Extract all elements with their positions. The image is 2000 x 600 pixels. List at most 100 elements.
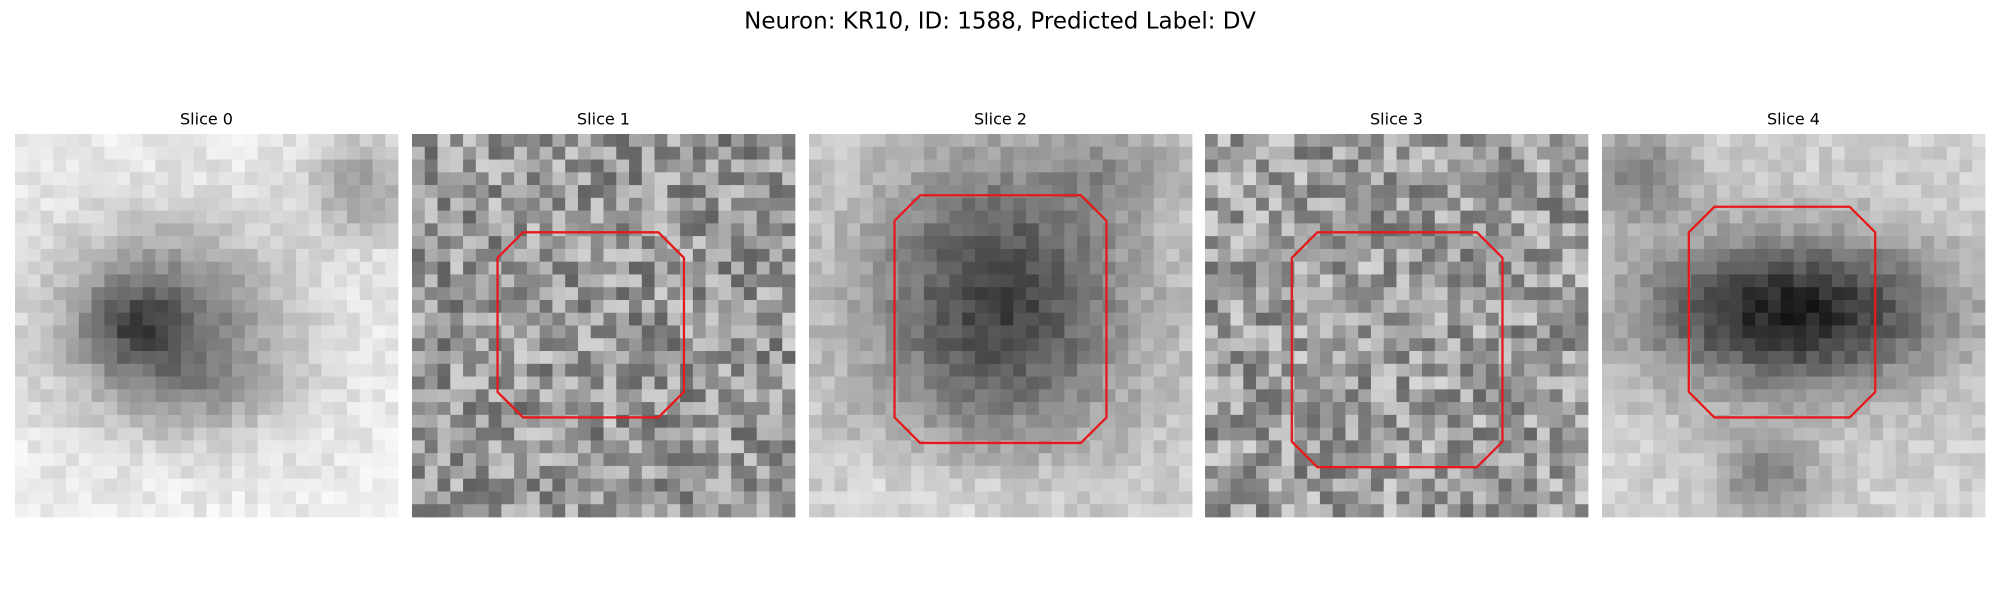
pixel (860, 376, 874, 390)
pixel (346, 185, 361, 199)
pixel (104, 453, 118, 467)
pixel (283, 453, 297, 467)
pixel (1806, 210, 1820, 224)
pixel (1575, 261, 1589, 275)
pixel (1358, 134, 1372, 148)
pixel (1691, 134, 1705, 148)
pixel (66, 440, 80, 454)
pixel (1729, 146, 1743, 160)
pixel (718, 427, 732, 441)
pixel (1140, 325, 1155, 339)
pixel (1627, 146, 1641, 160)
pixel (1882, 248, 1897, 263)
pixel (603, 172, 617, 186)
pixel (1742, 274, 1756, 288)
pixel (1319, 478, 1334, 492)
pixel (1972, 299, 1986, 314)
pixel (1268, 414, 1282, 429)
pixel (1422, 287, 1436, 301)
pixel (40, 465, 54, 480)
pixel (1933, 287, 1948, 301)
pixel (1013, 197, 1027, 211)
pixel (769, 465, 783, 480)
pixel (412, 338, 426, 352)
pixel (1767, 338, 1782, 352)
pixel (180, 159, 195, 173)
pixel (232, 210, 246, 224)
pixel (1844, 248, 1858, 263)
pixel (1307, 504, 1321, 518)
figure-title: Neuron: KR10, ID: 1588, Predicted Label:… (744, 9, 1256, 35)
pixel (629, 338, 643, 352)
pixel (1434, 185, 1448, 199)
pixel (949, 504, 963, 518)
pixel (155, 465, 169, 480)
pixel (1217, 453, 1231, 467)
pixel (1511, 453, 1525, 467)
pixel (1933, 402, 1948, 416)
pixel (104, 440, 118, 454)
pixel (526, 299, 541, 314)
pixel (27, 504, 41, 518)
pixel (539, 491, 553, 505)
pixel (1026, 312, 1040, 326)
pixel (1051, 338, 1065, 352)
pixel (577, 491, 592, 505)
pixel (412, 427, 426, 441)
pixel (244, 134, 258, 148)
pixel (1281, 146, 1295, 160)
pixel (847, 402, 861, 416)
pixel (731, 146, 745, 160)
pixel (104, 236, 118, 250)
pixel (590, 504, 604, 518)
pixel (1422, 478, 1436, 492)
pixel (424, 312, 438, 326)
pixel (206, 338, 220, 352)
pixel (1485, 261, 1500, 275)
pixel (27, 287, 41, 301)
pixel (1179, 351, 1193, 365)
pixel (705, 389, 719, 403)
pixel (1396, 312, 1410, 326)
pixel (769, 402, 783, 416)
pixel (385, 351, 399, 365)
pixel (437, 197, 451, 211)
pixel (1716, 376, 1731, 390)
pixel (206, 248, 220, 263)
pixel (180, 491, 195, 505)
pixel (1857, 389, 1871, 403)
pixel (91, 402, 105, 416)
pixel (1819, 159, 1833, 173)
pixel (1230, 134, 1244, 148)
pixel (860, 197, 874, 211)
pixel (1307, 172, 1321, 186)
pixel (1051, 402, 1065, 416)
pixel (603, 363, 617, 377)
pixel (219, 159, 233, 173)
pixel (898, 465, 912, 480)
pixel (526, 478, 541, 492)
pixel (1755, 312, 1769, 326)
pixel (270, 312, 284, 326)
pixel (168, 376, 182, 390)
pixel (450, 325, 464, 339)
pixel (206, 402, 220, 416)
pixel (1026, 504, 1040, 518)
pixel (15, 504, 29, 518)
pixel (155, 261, 169, 275)
pixel (219, 312, 233, 326)
pixel (1602, 414, 1616, 429)
pixel (872, 440, 886, 454)
pixel (437, 185, 451, 199)
pixel (1473, 134, 1487, 148)
pixel (949, 210, 963, 224)
pixel (821, 134, 835, 148)
pixel (488, 274, 502, 288)
pixel (501, 261, 515, 275)
pixel (1959, 351, 1973, 365)
pixel (1140, 287, 1155, 301)
pixel (40, 453, 54, 467)
pixel (539, 197, 553, 211)
pixel (1498, 414, 1512, 429)
pixel (346, 223, 361, 237)
